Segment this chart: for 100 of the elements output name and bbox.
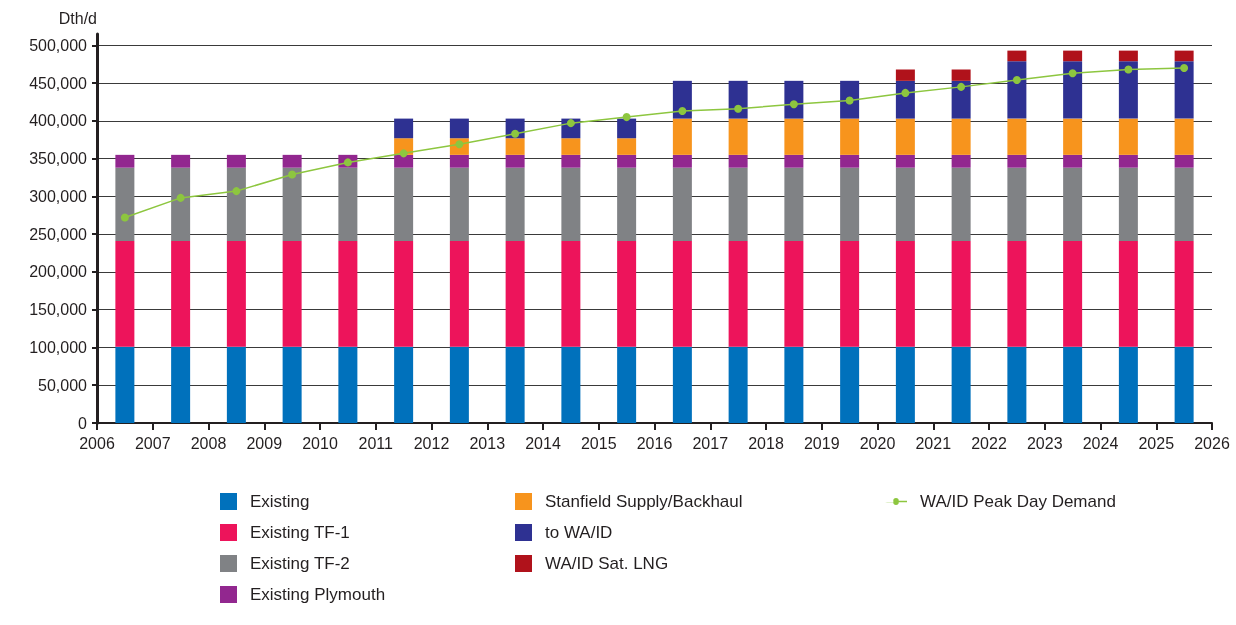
bar bbox=[1063, 167, 1083, 241]
bar bbox=[171, 240, 191, 347]
x-tick-label: 2026 bbox=[1194, 434, 1230, 452]
bar bbox=[1174, 240, 1194, 347]
bar bbox=[449, 154, 469, 168]
bar bbox=[449, 240, 469, 347]
bar bbox=[115, 240, 135, 347]
bar bbox=[561, 346, 581, 423]
bar bbox=[840, 80, 860, 119]
y-tick-label: 350,000 bbox=[29, 150, 88, 168]
bar bbox=[672, 80, 692, 119]
bar bbox=[728, 118, 748, 155]
y-tick-label: 0 bbox=[78, 414, 88, 432]
x-tick-label: 2014 bbox=[525, 434, 561, 452]
point bbox=[845, 96, 854, 105]
x-tick-label: 2012 bbox=[413, 434, 450, 452]
bar bbox=[226, 240, 246, 347]
bar bbox=[895, 154, 915, 168]
bar bbox=[394, 118, 414, 139]
bar bbox=[338, 167, 358, 241]
x-tick-label: 2017 bbox=[692, 434, 729, 452]
y-tick-label: 450,000 bbox=[29, 74, 88, 92]
bar bbox=[1174, 50, 1194, 62]
point bbox=[566, 119, 575, 128]
bar bbox=[951, 154, 971, 168]
bar bbox=[951, 346, 971, 423]
bar bbox=[282, 346, 302, 423]
bar bbox=[1174, 167, 1194, 241]
bar bbox=[1118, 50, 1138, 62]
bar bbox=[784, 346, 804, 423]
bar bbox=[505, 346, 525, 423]
point bbox=[1180, 63, 1189, 72]
legend-label: to WA/ID bbox=[545, 523, 613, 542]
bar bbox=[449, 346, 469, 423]
bar bbox=[1174, 118, 1194, 155]
bar bbox=[561, 167, 581, 241]
bar bbox=[895, 167, 915, 241]
bar bbox=[394, 167, 414, 241]
x-tick-label: 2007 bbox=[134, 434, 171, 452]
point bbox=[901, 88, 910, 97]
bar bbox=[728, 346, 748, 423]
bar bbox=[561, 154, 581, 168]
bar bbox=[394, 346, 414, 423]
bar bbox=[282, 240, 302, 347]
bar bbox=[338, 346, 358, 423]
bar bbox=[617, 118, 637, 139]
x-tick-label: 2022 bbox=[971, 434, 1007, 452]
bar bbox=[617, 154, 637, 168]
bar bbox=[226, 167, 246, 241]
bar bbox=[1174, 154, 1194, 168]
bar bbox=[617, 138, 637, 155]
bar bbox=[672, 240, 692, 347]
bar bbox=[728, 240, 748, 347]
y-axis-title: Dth/d bbox=[58, 9, 97, 27]
bar bbox=[672, 346, 692, 423]
bar bbox=[840, 118, 860, 155]
point bbox=[1012, 76, 1021, 85]
bar bbox=[840, 240, 860, 347]
bar bbox=[1063, 61, 1083, 119]
bar bbox=[728, 167, 748, 241]
bar bbox=[171, 154, 191, 168]
bar bbox=[617, 167, 637, 241]
bar bbox=[115, 154, 135, 168]
bar bbox=[115, 346, 135, 423]
y-tick-label: 100,000 bbox=[29, 338, 88, 356]
bar bbox=[1174, 61, 1194, 119]
point bbox=[120, 213, 129, 222]
point bbox=[957, 82, 966, 91]
bar bbox=[784, 167, 804, 241]
bar bbox=[338, 240, 358, 347]
legend-label: Existing Plymouth bbox=[250, 585, 386, 604]
bar bbox=[1007, 346, 1027, 423]
y-tick-label: 150,000 bbox=[29, 301, 88, 319]
legend-label: Existing TF-1 bbox=[250, 523, 350, 542]
bar bbox=[784, 80, 804, 119]
bar bbox=[617, 240, 637, 347]
bar bbox=[672, 118, 692, 155]
bar bbox=[895, 240, 915, 347]
bar bbox=[1007, 154, 1027, 168]
bar bbox=[505, 167, 525, 241]
point bbox=[1124, 65, 1133, 74]
point bbox=[511, 129, 520, 138]
bar bbox=[1063, 240, 1083, 347]
bar bbox=[784, 240, 804, 347]
bar bbox=[784, 154, 804, 168]
bar bbox=[951, 240, 971, 347]
bar bbox=[505, 138, 525, 155]
x-tick-label: 2025 bbox=[1138, 434, 1175, 452]
bar bbox=[1007, 118, 1027, 155]
bar bbox=[282, 154, 302, 168]
bar bbox=[449, 167, 469, 241]
point bbox=[288, 170, 297, 179]
bar bbox=[171, 346, 191, 423]
bar bbox=[840, 346, 860, 423]
x-tick-label: 2024 bbox=[1082, 434, 1119, 452]
bar bbox=[1007, 240, 1027, 347]
point bbox=[678, 107, 687, 116]
bar bbox=[895, 118, 915, 155]
legend-label: Existing bbox=[250, 492, 310, 511]
bar bbox=[895, 346, 915, 423]
